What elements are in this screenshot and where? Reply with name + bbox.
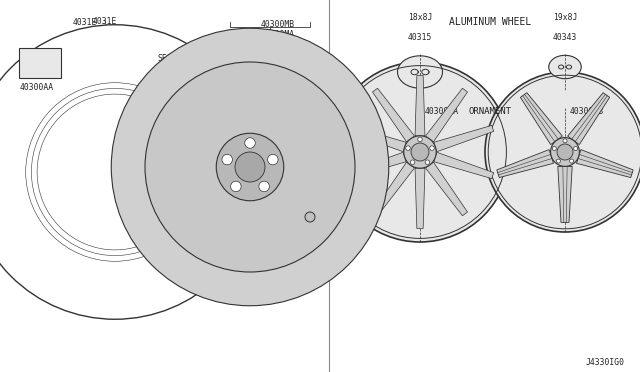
- Polygon shape: [497, 150, 554, 177]
- Ellipse shape: [222, 154, 232, 165]
- Text: 40300A: 40300A: [235, 49, 264, 58]
- Circle shape: [556, 159, 561, 163]
- Circle shape: [552, 147, 556, 151]
- Polygon shape: [415, 168, 425, 228]
- Text: 18x8J: 18x8J: [408, 13, 432, 22]
- Text: 40343: 40343: [553, 32, 577, 42]
- Polygon shape: [346, 152, 406, 179]
- Text: ORNAMENT: ORNAMENT: [468, 107, 511, 116]
- Text: 40315: 40315: [408, 32, 432, 42]
- Polygon shape: [520, 93, 563, 145]
- Text: 19x8J: 19x8J: [553, 13, 577, 22]
- Circle shape: [570, 159, 573, 163]
- Ellipse shape: [235, 152, 265, 182]
- Polygon shape: [346, 125, 406, 152]
- Circle shape: [418, 137, 422, 142]
- Ellipse shape: [230, 181, 241, 192]
- Text: 40224: 40224: [320, 202, 344, 212]
- Text: 40300MB
40300MA: 40300MB 40300MA: [261, 20, 295, 39]
- Text: 4031E: 4031E: [93, 17, 117, 26]
- Circle shape: [573, 147, 578, 151]
- Ellipse shape: [216, 133, 284, 201]
- Ellipse shape: [145, 62, 355, 272]
- Circle shape: [550, 138, 579, 166]
- Ellipse shape: [268, 154, 278, 165]
- Circle shape: [557, 144, 573, 160]
- Polygon shape: [434, 125, 493, 152]
- Ellipse shape: [259, 181, 269, 192]
- FancyBboxPatch shape: [204, 67, 218, 78]
- Circle shape: [305, 212, 315, 222]
- Circle shape: [406, 146, 410, 150]
- Circle shape: [485, 72, 640, 232]
- Polygon shape: [568, 93, 610, 145]
- FancyBboxPatch shape: [19, 48, 61, 78]
- Text: ALUMINUM WHEEL: ALUMINUM WHEEL: [449, 17, 531, 27]
- Polygon shape: [372, 88, 415, 142]
- Ellipse shape: [175, 92, 325, 242]
- Circle shape: [410, 160, 415, 164]
- Ellipse shape: [244, 138, 255, 148]
- Text: 40300MB: 40300MB: [570, 107, 604, 116]
- Polygon shape: [426, 162, 467, 216]
- Circle shape: [425, 160, 429, 164]
- Polygon shape: [426, 88, 467, 142]
- Polygon shape: [577, 150, 633, 177]
- Polygon shape: [558, 166, 572, 222]
- Ellipse shape: [397, 56, 442, 88]
- Circle shape: [429, 146, 434, 150]
- Polygon shape: [372, 162, 415, 216]
- Circle shape: [404, 136, 436, 168]
- Ellipse shape: [20, 77, 210, 267]
- Text: J4330IG0: J4330IG0: [586, 358, 625, 367]
- Text: 40300AA: 40300AA: [20, 83, 54, 92]
- Polygon shape: [434, 152, 493, 179]
- Circle shape: [330, 62, 510, 242]
- Polygon shape: [415, 76, 425, 136]
- Text: 4031E: 4031E: [73, 17, 97, 26]
- Circle shape: [411, 143, 429, 161]
- Text: SEC.233
(40700M): SEC.233 (40700M): [156, 54, 195, 73]
- Ellipse shape: [111, 28, 388, 306]
- Circle shape: [563, 139, 567, 143]
- Text: 40300MA: 40300MA: [425, 107, 459, 116]
- Ellipse shape: [0, 25, 262, 319]
- Ellipse shape: [548, 55, 581, 79]
